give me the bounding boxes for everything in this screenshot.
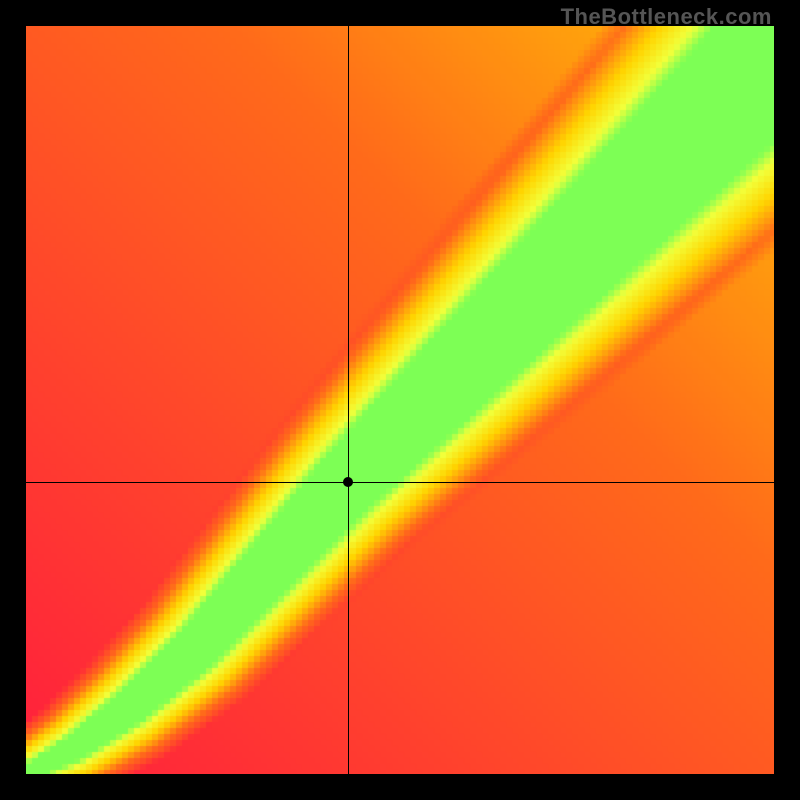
crosshair-marker (343, 477, 353, 487)
heatmap-canvas (26, 26, 774, 774)
crosshair-vertical (348, 26, 349, 774)
chart-frame: TheBottleneck.com (0, 0, 800, 800)
heatmap-plot-area (26, 26, 774, 774)
crosshair-horizontal (26, 482, 774, 483)
